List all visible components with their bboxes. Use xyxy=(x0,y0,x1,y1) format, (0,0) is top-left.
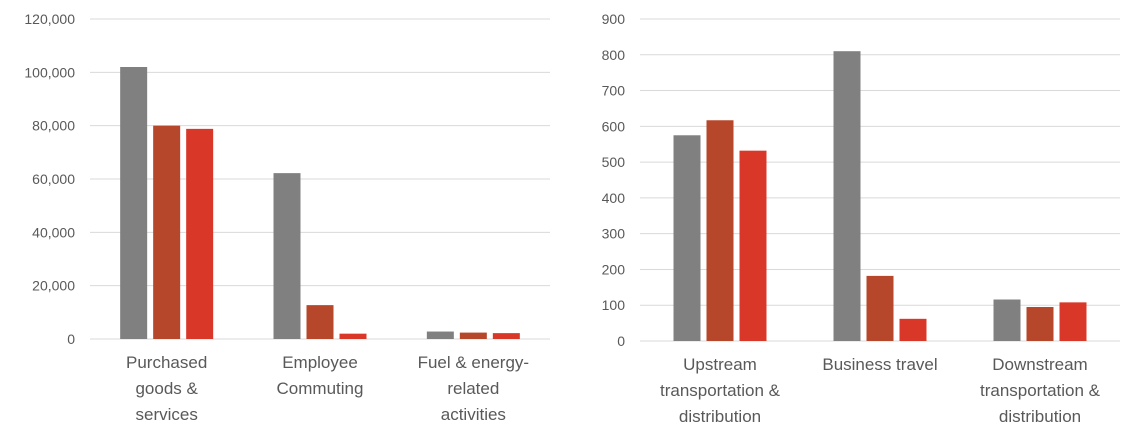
left-ytick-label: 20,000 xyxy=(32,278,75,294)
right-ytick-label: 500 xyxy=(602,154,626,170)
right-ytick-label: 100 xyxy=(602,297,626,313)
right-category-label: Business travel xyxy=(822,355,937,374)
right-ytick-label: 900 xyxy=(602,11,626,27)
left-bar-cat0-series0 xyxy=(120,67,148,339)
right-category-label: transportation & xyxy=(980,381,1101,400)
chart-right-svg: 0 100 200 300 400 500 600 700 800 900 Upstream tran… xyxy=(602,11,1120,426)
left-category-label: Purchased xyxy=(126,353,207,372)
left-ytick-label: 0 xyxy=(67,331,75,347)
left-ytick-label: 60,000 xyxy=(32,171,75,187)
right-bar-cat1-series1 xyxy=(866,275,894,341)
right-bar-cat0-series2 xyxy=(739,150,767,341)
left-bar-cat1-series1 xyxy=(306,305,334,339)
left-ytick-label: 120,000 xyxy=(24,11,75,27)
left-bar-cat2-series2 xyxy=(492,333,520,339)
left-category-label: goods & xyxy=(135,379,198,398)
chart-left-svg: 0 20,000 40,000 60,000 80,000 100,000 120,000 P… xyxy=(24,11,550,424)
chart-right: 0 100 200 300 400 500 600 700 800 900 Upstream tran… xyxy=(565,0,1131,435)
right-bar-cat1-series2 xyxy=(899,318,927,341)
right-bar-cat2-series1 xyxy=(1026,307,1054,341)
right-bar-cat0-series1 xyxy=(706,120,734,341)
left-bar-cat2-series1 xyxy=(459,332,487,339)
right-category-label: Downstream xyxy=(992,355,1087,374)
right-category-label: distribution xyxy=(679,407,761,426)
left-bar-cat0-series2 xyxy=(186,128,214,339)
left-ytick-label: 80,000 xyxy=(32,118,75,134)
right-ytick-label: 0 xyxy=(617,333,625,349)
left-category-label: activities xyxy=(441,405,506,424)
right-ytick-label: 800 xyxy=(602,47,626,63)
left-category-label: related xyxy=(447,379,499,398)
right-ytick-label: 600 xyxy=(602,118,626,134)
left-ytick-label: 40,000 xyxy=(32,224,75,240)
right-ytick-label: 200 xyxy=(602,261,626,277)
left-category-label: Fuel & energy- xyxy=(418,353,530,372)
right-ytick-label: 700 xyxy=(602,83,626,99)
left-bar-cat0-series1 xyxy=(153,125,181,340)
chart-left: 0 20,000 40,000 60,000 80,000 100,000 120,000 P… xyxy=(0,0,560,435)
left-category-label: Commuting xyxy=(277,379,364,398)
left-bar-cat2-series0 xyxy=(426,331,454,339)
left-ytick-label: 100,000 xyxy=(24,64,75,80)
right-category-label: transportation & xyxy=(660,381,781,400)
right-bar-cat2-series2 xyxy=(1059,302,1087,341)
right-category-label: distribution xyxy=(999,407,1081,426)
right-category-label: Upstream xyxy=(683,355,757,374)
left-category-label: Employee xyxy=(282,353,358,372)
left-bar-cat1-series2 xyxy=(339,333,367,339)
right-ytick-label: 300 xyxy=(602,226,626,242)
right-bar-cat1-series0 xyxy=(833,51,861,341)
right-bar-cat0-series0 xyxy=(673,135,701,341)
right-bar-cat2-series0 xyxy=(993,299,1021,341)
left-bar-cat1-series0 xyxy=(273,173,301,339)
left-category-label: services xyxy=(135,405,197,424)
right-ytick-label: 400 xyxy=(602,190,626,206)
